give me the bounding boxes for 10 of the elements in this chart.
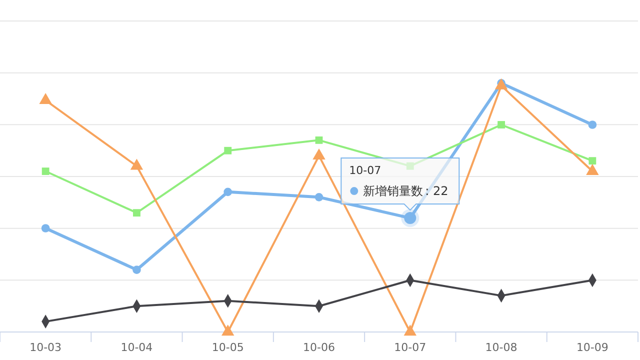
- x-tick-label: 10-05: [212, 341, 244, 354]
- x-tick-label: 10-03: [30, 341, 62, 354]
- annotation: 10-07: [349, 164, 382, 178]
- x-tick-label: 10-09: [576, 341, 608, 354]
- x-tick-label: 10-04: [120, 341, 153, 354]
- legend-label: 新增销量数: [363, 184, 424, 198]
- x-tick-label: 10-07: [394, 341, 426, 354]
- annotation: : 22: [425, 184, 448, 198]
- x-tick-label: 10-08: [485, 341, 518, 354]
- x-tick-label: 10-06: [303, 341, 335, 354]
